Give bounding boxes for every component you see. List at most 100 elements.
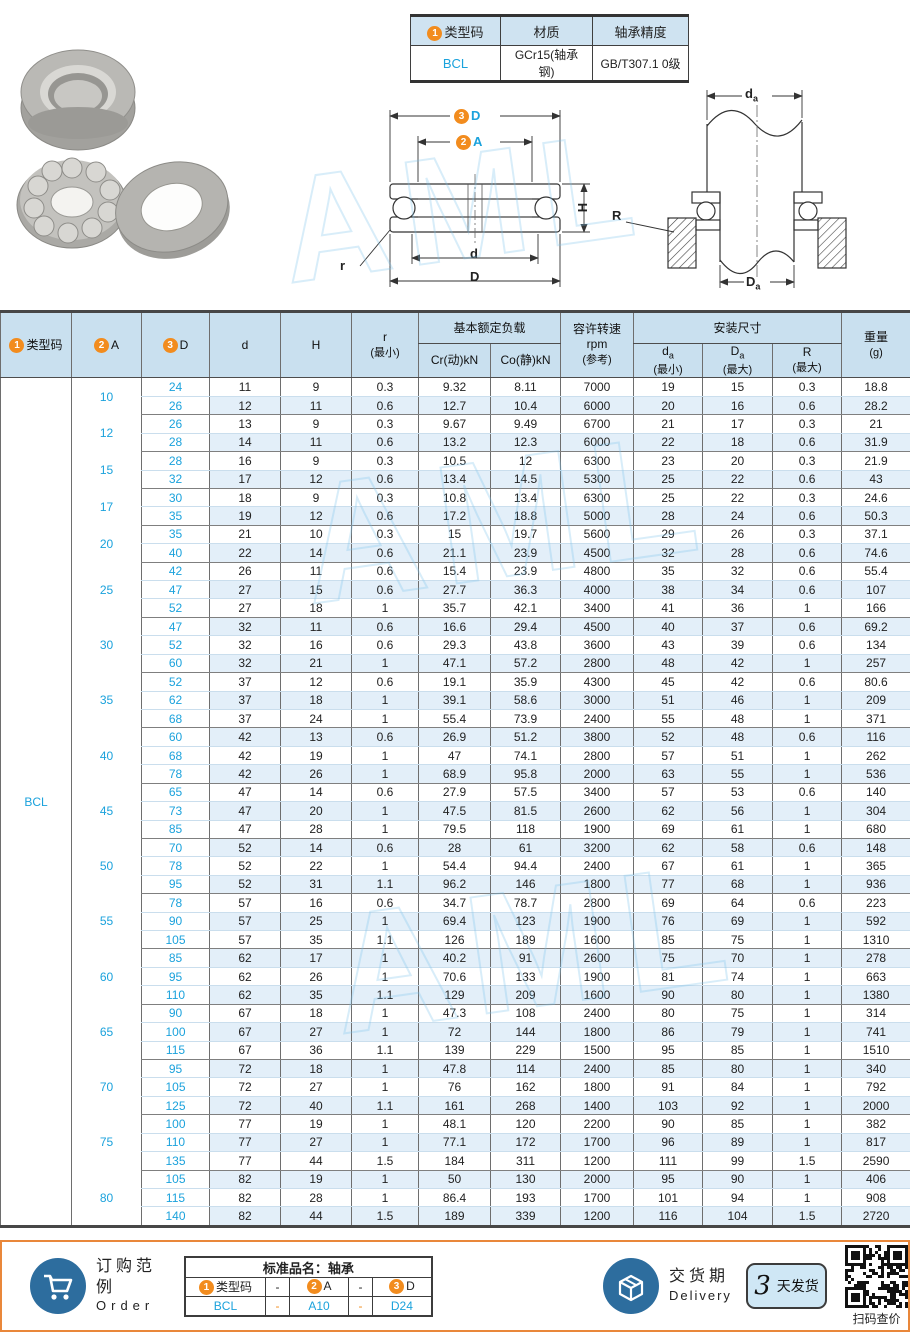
table-row: 115 67 36 1.1 139 229 1500 95 85 1 1510 <box>1 1041 910 1061</box>
table-cell: 0.3 <box>772 525 842 545</box>
d-value-cell: 85 <box>141 948 210 968</box>
installation-drawing <box>625 90 847 288</box>
table-cell: 57 <box>633 783 703 803</box>
table-cell: 1 <box>351 1188 419 1208</box>
table-cell: 69.4 <box>418 912 491 932</box>
table-cell: 95 <box>633 1170 703 1189</box>
d-value-cell: 60 <box>141 654 210 674</box>
table-cell: 1 <box>351 691 419 710</box>
table-cell: 82 <box>209 1170 281 1189</box>
table-cell: 1200 <box>560 1206 634 1227</box>
d-value-cell: 95 <box>141 1059 210 1079</box>
col-header-Da: Da (最大) <box>702 343 773 379</box>
table-row: 73 47 20 1 47.5 81.5 2600 62 56 1 304 <box>1 801 910 821</box>
table-cell: 0.6 <box>351 396 419 416</box>
table-cell: 0.3 <box>351 377 419 397</box>
table-cell: 1.5 <box>772 1206 842 1227</box>
table-cell: 592 <box>841 912 910 932</box>
table-cell: 37.1 <box>841 525 910 545</box>
table-cell: 3200 <box>560 838 634 858</box>
badge-2-icon: 2 <box>456 135 471 150</box>
order-dash: - <box>265 1295 290 1316</box>
table-cell: 406 <box>841 1170 910 1189</box>
table-row: 135 77 44 1.5 184 311 1200 111 99 1.5 2590 <box>1 1151 910 1171</box>
badge-2-icon: 2 <box>306 1279 322 1294</box>
spec-table-body: BCL 10 24 11 9 0.3 9.32 8.11 7000 19 15 0.3 18.8 26 12… <box>0 377 910 1227</box>
table-row: 95 62 26 1 70.6 133 1900 81 74 1 663 <box>1 967 910 987</box>
table-cell: 35.9 <box>489 672 561 692</box>
table-cell: 29 <box>633 525 703 545</box>
table-cell: 37 <box>209 672 281 692</box>
table-cell: 13.4 <box>418 470 491 489</box>
table-row: 28 14 11 0.6 13.2 12.3 6000 22 18 0.6 31.9 <box>1 433 910 453</box>
table-cell: 92 <box>702 1096 773 1116</box>
table-cell: 58.6 <box>489 691 561 710</box>
table-cell: 47 <box>209 783 281 803</box>
table-row: BCL 10 24 11 9 0.3 9.32 8.11 7000 19 15 0.3 18.8 <box>0 377 910 1227</box>
table-cell: 21 <box>209 525 281 545</box>
table-cell: 80 <box>702 1059 773 1079</box>
table-cell: 69 <box>633 820 703 839</box>
table-cell: 46 <box>702 691 773 710</box>
d-value-cell: 68 <box>141 709 210 729</box>
table-cell: 0.6 <box>772 727 842 747</box>
order-table-title: 标准品名：轴承 <box>184 1256 433 1278</box>
a-value-cell: 12 <box>71 414 142 452</box>
table-cell: 51 <box>633 691 703 710</box>
table-cell: 0.3 <box>351 414 419 434</box>
table-cell: 12.7 <box>418 396 491 416</box>
table-cell: 936 <box>841 875 910 895</box>
d-value-cell: 52 <box>141 598 210 618</box>
table-cell: 75 <box>702 930 773 950</box>
table-cell: 1 <box>772 691 842 710</box>
table-row: 68 37 24 1 55.4 73.9 2400 55 48 1 371 <box>1 709 910 729</box>
table-cell: 15.4 <box>418 562 491 582</box>
table-cell: 1 <box>772 801 842 821</box>
table-cell: 19 <box>280 746 352 766</box>
table-cell: 75 <box>633 948 703 968</box>
table-row: 65 90 67 18 1 47.3 108 2400 80 75 1 314 <box>1 1004 910 1060</box>
table-cell: 14 <box>280 783 352 803</box>
table-cell: 161 <box>418 1096 491 1116</box>
table-cell: 42 <box>209 746 281 766</box>
table-row: 45 65 47 14 0.6 27.9 57.5 3400 57 53 0.6 140 <box>1 783 910 839</box>
table-cell: 129 <box>418 985 491 1005</box>
table-cell: 68 <box>702 875 773 895</box>
table-cell: 80 <box>702 985 773 1005</box>
table-cell: 44 <box>280 1151 352 1171</box>
a-value-cell: 80 <box>71 1170 142 1227</box>
table-cell: 86 <box>633 1022 703 1042</box>
table-cell: 27 <box>280 1022 352 1042</box>
table-cell: 47 <box>418 746 491 766</box>
table-cell: 26 <box>280 764 352 784</box>
table-cell: 116 <box>633 1206 703 1227</box>
table-cell: 55.4 <box>418 709 491 729</box>
table-cell: 10.5 <box>418 451 491 471</box>
table-cell: 2400 <box>560 856 634 876</box>
table-cell: 0.6 <box>351 838 419 858</box>
table-cell: 2800 <box>560 654 634 674</box>
table-cell: 257 <box>841 654 910 674</box>
table-cell: 12 <box>280 470 352 489</box>
table-cell: 2720 <box>841 1206 910 1227</box>
table-cell: 19.7 <box>489 525 561 545</box>
table-cell: 40.2 <box>418 948 491 968</box>
table-cell: 43 <box>841 470 910 489</box>
table-cell: 62 <box>209 948 281 968</box>
table-cell: 56 <box>702 801 773 821</box>
table-cell: 28 <box>280 820 352 839</box>
table-cell: 25 <box>633 488 703 508</box>
table-cell: 1 <box>351 598 419 618</box>
table-cell: 28 <box>280 1188 352 1208</box>
table-cell: 229 <box>489 1041 561 1061</box>
table-cell: 268 <box>489 1096 561 1116</box>
table-cell: 70.6 <box>418 967 491 987</box>
table-cell: 72 <box>209 1077 281 1097</box>
table-cell: 6000 <box>560 433 634 453</box>
dim-label-D-bottom: D <box>470 269 480 284</box>
table-cell: 39.1 <box>418 691 491 710</box>
table-cell: 2400 <box>560 1059 634 1079</box>
table-cell: 2800 <box>560 746 634 766</box>
table-cell: 55 <box>633 709 703 729</box>
